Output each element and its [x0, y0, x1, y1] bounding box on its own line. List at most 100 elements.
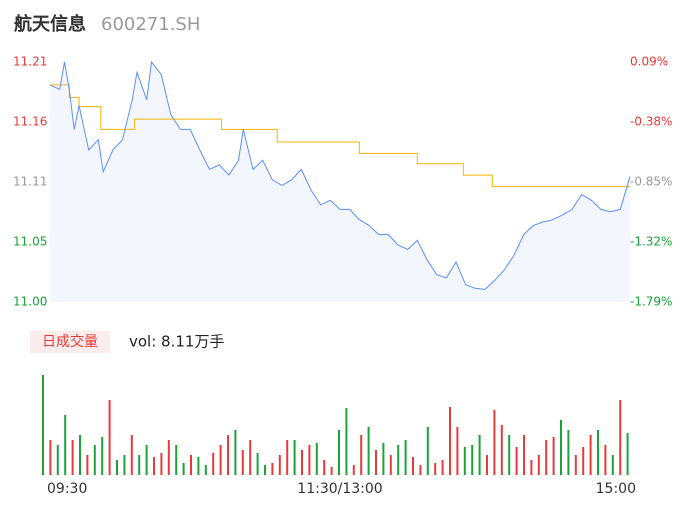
y-tick-label: 11.11: [13, 175, 47, 189]
volume-bar: [523, 435, 525, 475]
volume-bar: [589, 435, 592, 475]
volume-bar: [530, 460, 533, 475]
volume-bar: [286, 440, 289, 475]
volume-bar: [360, 435, 363, 475]
volume-bar: [116, 460, 118, 475]
price-line: [49, 60, 631, 290]
volume-bar: [160, 453, 163, 475]
volume-bar: [108, 400, 111, 475]
volume-bar: [249, 440, 252, 475]
volume-bar: [234, 430, 237, 475]
volume-bar: [42, 375, 44, 475]
volume-bar: [611, 455, 614, 475]
volume-bar: [626, 433, 629, 475]
volume-bar: [190, 455, 192, 475]
volume-bar: [449, 407, 451, 475]
y-tick-label: 11.05: [13, 235, 47, 249]
volume-bar: [537, 455, 540, 475]
y-tick-label: 11.21: [13, 55, 47, 69]
volume-bar: [278, 455, 281, 475]
y2-tick-label: 0.09%: [630, 55, 668, 69]
volume-bar: [552, 437, 555, 475]
volume-bar: [463, 447, 466, 475]
volume-bar: [197, 457, 200, 475]
volume-bar: [419, 465, 422, 475]
x-tick-label: 15:00: [596, 481, 636, 497]
chart-subtitle: 600271.SH: [101, 14, 200, 35]
volume-bar: [619, 400, 622, 475]
volume-bar: [86, 455, 89, 475]
volume-bar: [145, 445, 148, 475]
volume-bar: [508, 435, 511, 475]
volume-bar: [456, 427, 459, 475]
volume-bar: [130, 435, 133, 475]
volume-bar: [219, 445, 222, 475]
volume-bar: [582, 447, 585, 475]
volume-label: 日成交量: [42, 333, 98, 350]
volume-bar: [79, 435, 81, 475]
volume-bar: [338, 430, 340, 475]
volume-bar: [241, 450, 244, 475]
volume-bar: [330, 467, 333, 475]
volume-bar: [167, 440, 170, 475]
volume-bar: [471, 445, 474, 475]
volume-bar: [293, 440, 296, 475]
volume-bar: [345, 408, 348, 475]
y2-tick-label: -0.85%: [630, 175, 672, 189]
chart-title: 航天信息: [14, 13, 86, 35]
y-tick-label: 11.00: [13, 295, 47, 309]
volume-bar: [493, 410, 496, 475]
volume-bar: [545, 440, 548, 475]
volume-bar: [574, 455, 577, 475]
volume-bar: [367, 427, 370, 475]
volume-summary: vol: 8.11万手: [129, 333, 224, 351]
volume-bar: [515, 447, 518, 475]
volume-bar: [301, 450, 303, 475]
volume-bar: [560, 420, 562, 475]
volume-bar: [478, 435, 481, 475]
volume-bar: [397, 445, 400, 475]
volume-bar: [604, 445, 607, 475]
volume-bar: [389, 455, 392, 475]
volume-bar: [49, 440, 52, 475]
volume-bar: [264, 465, 266, 475]
volume-bar: [308, 445, 311, 475]
y2-tick-label: -1.32%: [630, 235, 672, 249]
volume-bar: [175, 445, 178, 475]
volume-bar: [441, 460, 444, 475]
volume-bar: [123, 455, 126, 475]
volume-bar: [426, 427, 429, 475]
volume-bar: [256, 453, 259, 475]
volume-bar: [404, 440, 407, 475]
y2-tick-label: -0.38%: [630, 115, 672, 129]
volume-bar: [138, 455, 141, 475]
y-tick-label: 11.16: [13, 115, 47, 129]
volume-bar: [315, 443, 318, 475]
volume-bar: [93, 445, 96, 475]
average-line: [50, 84, 630, 188]
volume-bar: [382, 443, 385, 475]
volume-bar: [500, 425, 503, 475]
volume-bar: [375, 450, 377, 475]
volume-bar: [434, 463, 437, 475]
volume-badge: [30, 331, 110, 353]
volume-bar: [323, 460, 326, 475]
volume-bar: [271, 463, 274, 475]
volume-bar: [412, 457, 414, 475]
volume-bar: [352, 465, 355, 475]
volume-bar: [71, 440, 74, 475]
volume-bar: [486, 455, 488, 475]
y2-tick-label: -1.79%: [630, 295, 672, 309]
volume-bar: [212, 453, 215, 475]
volume-bar: [153, 457, 155, 475]
x-tick-label: 11:30/13:00: [297, 481, 382, 497]
volume-bar: [56, 445, 59, 475]
volume-bar: [227, 435, 229, 475]
volume-bar: [567, 430, 570, 475]
x-tick-label: 09:30: [47, 481, 87, 497]
volume-bar: [597, 430, 599, 475]
volume-bar: [101, 437, 104, 475]
price-area: [50, 62, 630, 302]
volume-bar: [64, 415, 67, 475]
